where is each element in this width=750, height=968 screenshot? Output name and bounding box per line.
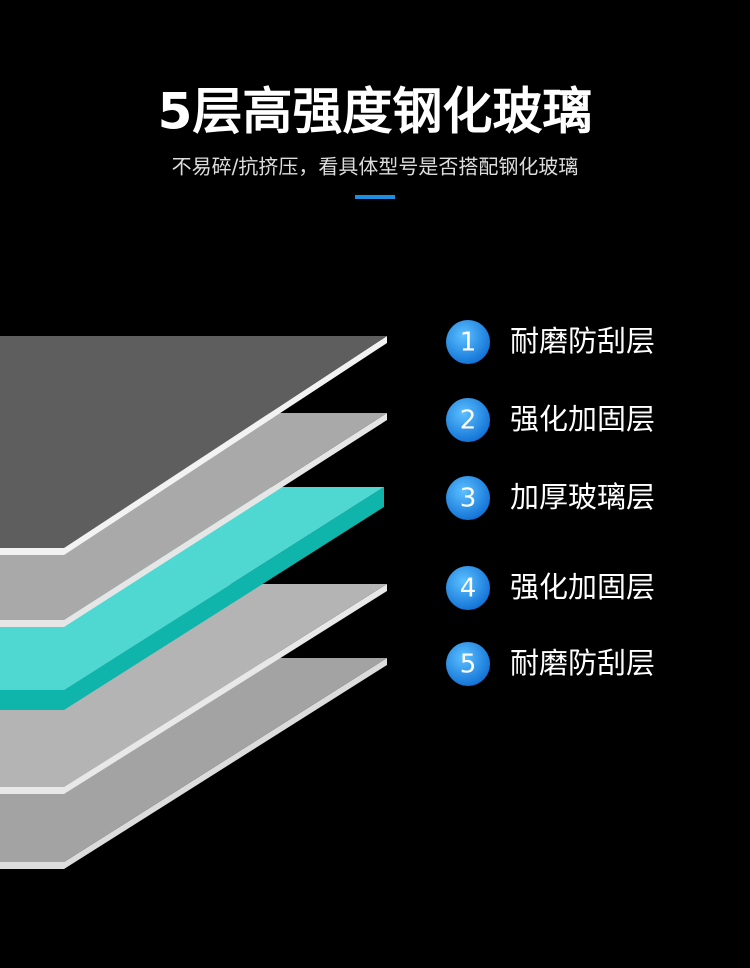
- layer-number: 4: [460, 574, 477, 604]
- layer-list: 1 耐磨防刮层 2 强化加固层 3 加厚玻璃层 4 强化加固层 5 耐磨防刮层: [446, 320, 655, 686]
- layer-label: 加厚玻璃层: [510, 480, 655, 514]
- glass-stack: [0, 336, 387, 869]
- number-badge: [446, 320, 490, 364]
- layer-number: 3: [460, 484, 477, 514]
- divider: [355, 195, 395, 199]
- title: 5层高强度钢化玻璃: [158, 83, 593, 141]
- layer-number: 1: [460, 328, 477, 358]
- layer-label: 强化加固层: [510, 570, 655, 604]
- number-badge: [446, 642, 490, 686]
- subtitle: 不易碎/抗挤压，看具体型号是否搭配钢化玻璃: [172, 155, 579, 179]
- number-badge: [446, 476, 490, 520]
- layer-label: 耐磨防刮层: [510, 646, 655, 680]
- layer-face: [0, 336, 387, 548]
- layer-number: 5: [460, 650, 477, 680]
- layer-label: 强化加固层: [510, 402, 655, 436]
- layer-number: 2: [460, 406, 477, 436]
- number-badge: [446, 398, 490, 442]
- number-badge: [446, 566, 490, 610]
- layer-label: 耐磨防刮层: [510, 324, 655, 358]
